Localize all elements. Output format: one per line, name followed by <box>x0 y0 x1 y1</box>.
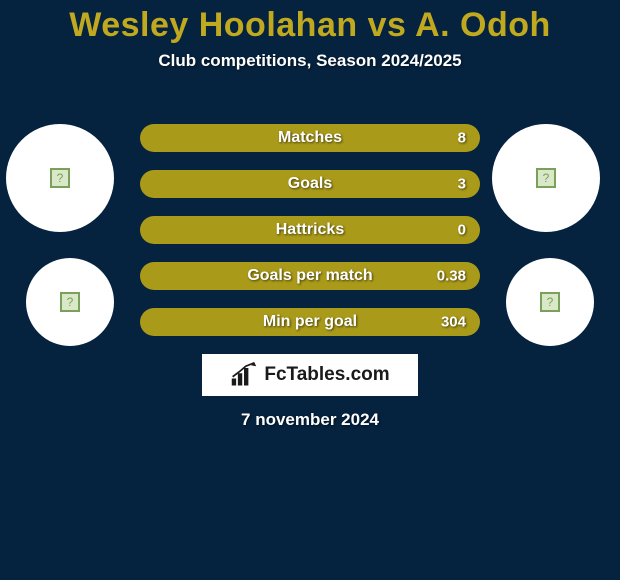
stat-value-right: 0.38 <box>437 268 466 285</box>
image-placeholder-icon: ? <box>50 168 70 188</box>
stat-bar: Hattricks0 <box>140 216 480 244</box>
stat-value-right: 0 <box>458 222 466 239</box>
date-label: 7 november 2024 <box>0 410 620 430</box>
brand-badge: FcTables.com <box>202 354 418 396</box>
team-avatar-left: ? <box>26 258 114 346</box>
image-placeholder-icon: ? <box>60 292 80 312</box>
image-placeholder-icon: ? <box>540 292 560 312</box>
stat-value-right: 8 <box>458 130 466 147</box>
stat-label: Goals per match <box>140 267 480 285</box>
brand-text: FcTables.com <box>264 364 389 386</box>
stat-value-right: 3 <box>458 176 466 193</box>
stat-bar: Min per goal304 <box>140 308 480 336</box>
player-avatar-right-1: ? <box>492 124 600 232</box>
stats-list: Matches8Goals3Hattricks0Goals per match0… <box>140 124 480 354</box>
page-title: Wesley Hoolahan vs A. Odoh <box>0 0 620 45</box>
stat-bar: Goals3 <box>140 170 480 198</box>
comparison-card: Wesley Hoolahan vs A. Odoh Club competit… <box>0 0 620 580</box>
stat-label: Min per goal <box>140 313 480 331</box>
stat-bar: Goals per match0.38 <box>140 262 480 290</box>
team-avatar-right: ? <box>506 258 594 346</box>
stat-label: Hattricks <box>140 221 480 239</box>
stat-value-right: 304 <box>441 314 466 331</box>
player-avatar-left-1: ? <box>6 124 114 232</box>
brand-logo-icon <box>230 362 258 388</box>
stat-label: Matches <box>140 129 480 147</box>
page-subtitle: Club competitions, Season 2024/2025 <box>0 51 620 71</box>
stat-bar: Matches8 <box>140 124 480 152</box>
stat-label: Goals <box>140 175 480 193</box>
image-placeholder-icon: ? <box>536 168 556 188</box>
